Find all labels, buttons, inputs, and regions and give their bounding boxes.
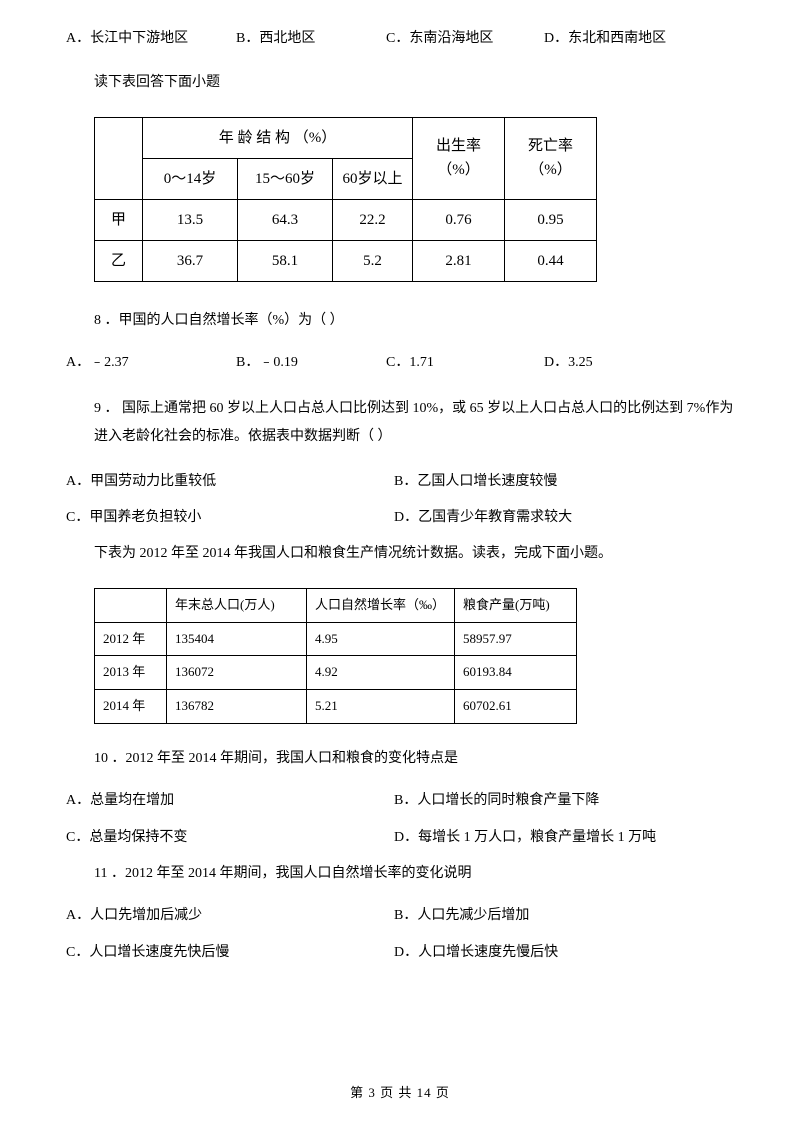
option-d: D．每增长 1 万人口，粮食产量增长 1 万吨 (394, 827, 656, 849)
option-d: D．乙国青少年教育需求较大 (394, 507, 572, 529)
th: 粮食产量(万吨) (455, 588, 577, 622)
table1-container: 年 龄 结 构 （%） 出生率（%） 死亡率（%） 0～14岁 15～60岁 6… (94, 117, 734, 282)
th-sub2: 60岁以上 (333, 158, 413, 199)
cell: 60193.84 (455, 656, 577, 690)
table-row: 乙 36.7 58.1 5.2 2.81 0.44 (95, 240, 597, 281)
question-8: 8 ．甲国的人口自然增长率（%）为（ ） (94, 310, 734, 332)
population-grain-table: 年末总人口(万人) 人口自然增长率（‰） 粮食产量(万吨) 2012 年 135… (94, 588, 577, 724)
option-a: A．总量均在增加 (66, 790, 394, 812)
option-b: B．人口增长的同时粮食产量下降 (394, 790, 599, 812)
table-row: 2013 年 136072 4.92 60193.84 (95, 656, 577, 690)
th-age: 年 龄 结 构 （%） (143, 117, 413, 158)
option-c: C．东南沿海地区 (386, 28, 544, 50)
option-d: D．东北和西南地区 (544, 28, 666, 50)
option-c: C．人口增长速度先快后慢 (66, 942, 394, 964)
cell: 0.76 (413, 199, 505, 240)
cell: 0.44 (505, 240, 597, 281)
table-row: 甲 13.5 64.3 22.2 0.76 0.95 (95, 199, 597, 240)
cell: 136072 (167, 656, 307, 690)
cell: 2014 年 (95, 690, 167, 724)
option-a: A．﹣2.37 (66, 352, 236, 374)
top-options: A．长江中下游地区 B．西北地区 C．东南沿海地区 D．东北和西南地区 (66, 28, 734, 50)
option-d: D．3.25 (544, 352, 593, 374)
table2-container: 年末总人口(万人) 人口自然增长率（‰） 粮食产量(万吨) 2012 年 135… (94, 588, 734, 724)
cell: 64.3 (238, 199, 333, 240)
option-c: C．1.71 (386, 352, 544, 374)
option-d: D．人口增长速度先慢后快 (394, 942, 558, 964)
th-blank (95, 117, 143, 199)
cell: 4.95 (307, 622, 455, 656)
cell: 5.21 (307, 690, 455, 724)
th-birth: 出生率（%） (413, 117, 505, 199)
cell: 36.7 (143, 240, 238, 281)
cell: 甲 (95, 199, 143, 240)
cell: 13.5 (143, 199, 238, 240)
th-sub0: 0～14岁 (143, 158, 238, 199)
instruction-1: 读下表回答下面小题 (94, 72, 734, 94)
question-11: 11 ．2012 年至 2014 年期间，我国人口自然增长率的变化说明 (94, 863, 734, 885)
q11-options: A．人口先增加后减少 B．人口先减少后增加 C．人口增长速度先快后慢 D．人口增… (66, 905, 734, 964)
th: 年末总人口(万人) (167, 588, 307, 622)
cell: 58957.97 (455, 622, 577, 656)
option-b: B．西北地区 (236, 28, 386, 50)
page-footer: 第 3 页 共 14 页 (0, 1083, 800, 1104)
cell: 58.1 (238, 240, 333, 281)
instruction-2: 下表为 2012 年至 2014 年我国人口和粮食生产情况统计数据。读表，完成下… (94, 543, 734, 565)
table-row: 2014 年 136782 5.21 60702.61 (95, 690, 577, 724)
cell: 0.95 (505, 199, 597, 240)
cell: 2012 年 (95, 622, 167, 656)
option-c: C．甲国养老负担较小 (66, 507, 394, 529)
q9-options: A．甲国劳动力比重较低 B．乙国人口增长速度较慢 C．甲国养老负担较小 D．乙国… (66, 471, 734, 530)
cell: 135404 (167, 622, 307, 656)
option-b: B．人口先减少后增加 (394, 905, 529, 927)
th (95, 588, 167, 622)
cell: 5.2 (333, 240, 413, 281)
th-death: 死亡率（%） (505, 117, 597, 199)
age-structure-table: 年 龄 结 构 （%） 出生率（%） 死亡率（%） 0～14岁 15～60岁 6… (94, 117, 597, 282)
cell: 22.2 (333, 199, 413, 240)
cell: 乙 (95, 240, 143, 281)
option-c: C．总量均保持不变 (66, 827, 394, 849)
option-b: B．乙国人口增长速度较慢 (394, 471, 557, 493)
cell: 2.81 (413, 240, 505, 281)
cell: 2013 年 (95, 656, 167, 690)
question-9: 9 ． 国际上通常把 60 岁以上人口占总人口比例达到 10%，或 65 岁以上… (94, 395, 734, 451)
cell: 4.92 (307, 656, 455, 690)
cell: 136782 (167, 690, 307, 724)
option-b: B．﹣0.19 (236, 352, 386, 374)
q8-options: A．﹣2.37 B．﹣0.19 C．1.71 D．3.25 (66, 352, 734, 374)
option-a: A．长江中下游地区 (66, 28, 236, 50)
th: 人口自然增长率（‰） (307, 588, 455, 622)
th-sub1: 15～60岁 (238, 158, 333, 199)
table-row: 2012 年 135404 4.95 58957.97 (95, 622, 577, 656)
option-a: A．甲国劳动力比重较低 (66, 471, 394, 493)
option-a: A．人口先增加后减少 (66, 905, 394, 927)
q10-options: A．总量均在增加 B．人口增长的同时粮食产量下降 C．总量均保持不变 D．每增长… (66, 790, 734, 849)
question-10: 10 ．2012 年至 2014 年期间，我国人口和粮食的变化特点是 (94, 748, 734, 770)
cell: 60702.61 (455, 690, 577, 724)
